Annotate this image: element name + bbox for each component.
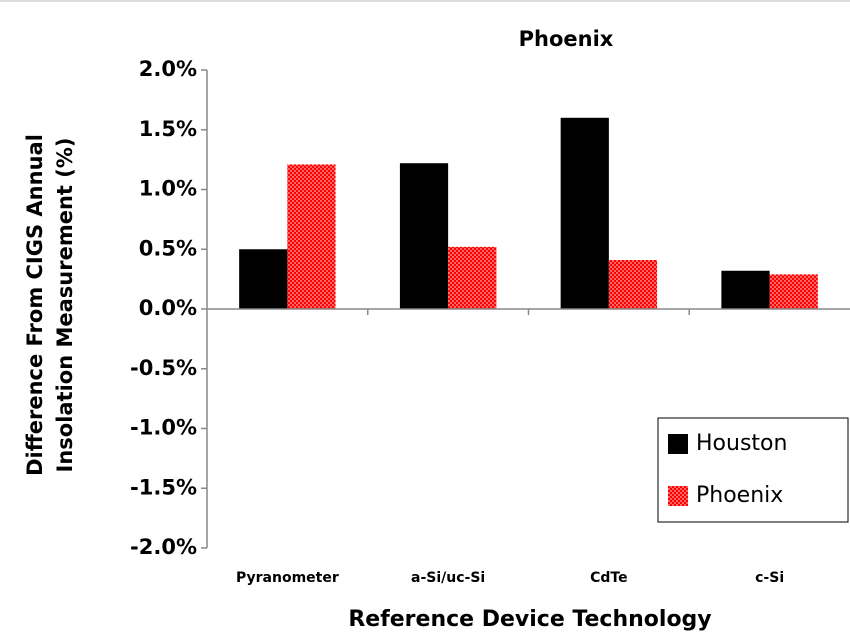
y-tick-label: 0.0%	[139, 296, 197, 320]
legend-swatch	[668, 434, 688, 454]
x-tick-label: a-Si/uc-Si	[411, 570, 485, 586]
y-tick-label: 1.0%	[139, 177, 197, 201]
x-tick-label: CdTe	[590, 570, 627, 586]
y-tick-label: -0.5%	[130, 356, 197, 380]
bar	[399, 163, 449, 309]
y-tick-label: -2.0%	[130, 535, 197, 559]
x-tick-label: Pyranometer	[236, 570, 339, 586]
bar	[560, 117, 609, 309]
y-axis-label: Difference From CIGS Annual	[23, 134, 47, 476]
legend-box	[657, 417, 849, 523]
bar	[239, 249, 288, 309]
bar	[721, 270, 770, 309]
legend-label: Houston	[696, 431, 787, 456]
y-tick-label: -1.5%	[130, 475, 197, 499]
bar	[769, 274, 818, 309]
x-axis-label: Reference Device Technology	[348, 607, 711, 632]
y-tick-label: -1.0%	[130, 416, 197, 440]
legend-swatch	[668, 486, 688, 506]
y-tick-label: 1.5%	[139, 117, 197, 141]
legend-label: Phoenix	[696, 483, 783, 508]
bar	[448, 246, 497, 309]
bar	[608, 260, 658, 309]
x-tick-label: c-Si	[755, 570, 784, 586]
y-axis-label: Insolation Measurement (%)	[53, 137, 77, 472]
y-tick-label: 0.5%	[139, 236, 197, 260]
bar	[287, 164, 336, 309]
chart-title: Phoenix	[519, 27, 614, 51]
y-tick-label: 2.0%	[139, 57, 197, 81]
